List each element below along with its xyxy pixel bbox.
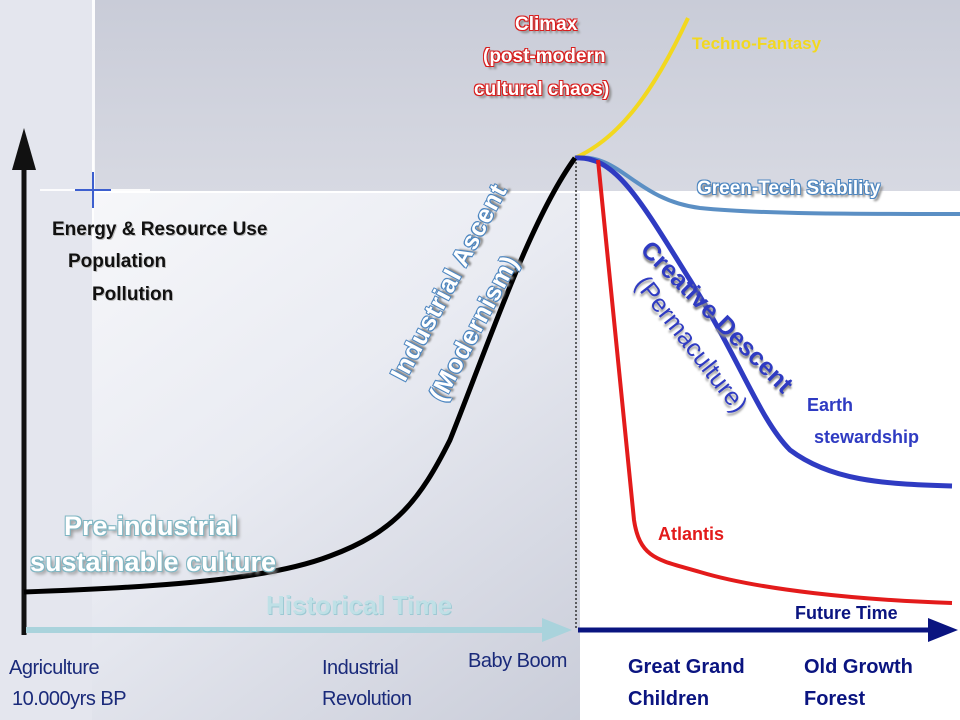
climax-line-1: Climax (515, 14, 578, 35)
y-axis (12, 128, 36, 635)
old-growth-forest-line-1: Old Growth (804, 656, 913, 678)
techno-fantasy-label: Techno-Fantasy (692, 34, 822, 53)
baby-boom-label: Baby Boom (468, 650, 567, 672)
earth-stewardship-line-2: stewardship (814, 427, 920, 447)
great-grand-children-line-1: Great Grand (628, 656, 745, 678)
pre-industrial-line-1: Pre-industrial (64, 511, 239, 541)
left-panel (0, 0, 92, 720)
right-panel (580, 192, 960, 720)
agriculture-line-2: 10.000yrs BP (12, 688, 127, 710)
creative-descent-curve (574, 155, 953, 489)
agriculture-line-1: Agriculture (9, 657, 100, 679)
green-tech-curve (574, 155, 960, 216)
future-time-axis (578, 618, 958, 642)
climax-line-3: cultural chaos) (474, 79, 610, 100)
future-time-label: Future Time (795, 603, 898, 623)
great-grand-children-line-2: Children (628, 688, 710, 710)
earth-stewardship-line-1: Earth (807, 395, 854, 415)
green-tech-label: Green-Tech Stability (697, 178, 881, 199)
techno-fantasy-curve (574, 17, 690, 160)
industrial-revolution-line-2: Revolution (322, 688, 412, 710)
historical-time-axis (26, 618, 572, 642)
historical-time-label: Historical Time (266, 590, 452, 620)
pre-industrial-line-2: sustainable culture (30, 547, 277, 577)
atlantis-label: Atlantis (658, 524, 725, 544)
old-growth-forest-line-2: Forest (804, 688, 866, 710)
top-band (95, 0, 960, 192)
y-label-population: Population (68, 251, 167, 272)
industrial-curve (23, 156, 578, 595)
sparkle-icon (40, 140, 150, 240)
climax-line-2: (post-modern (483, 46, 606, 67)
atlantis-curve (596, 159, 953, 605)
y-label-energy: Energy & Resource Use (52, 219, 268, 240)
industrial-revolution-line-1: Industrial (322, 657, 399, 679)
y-label-pollution: Pollution (92, 284, 174, 305)
